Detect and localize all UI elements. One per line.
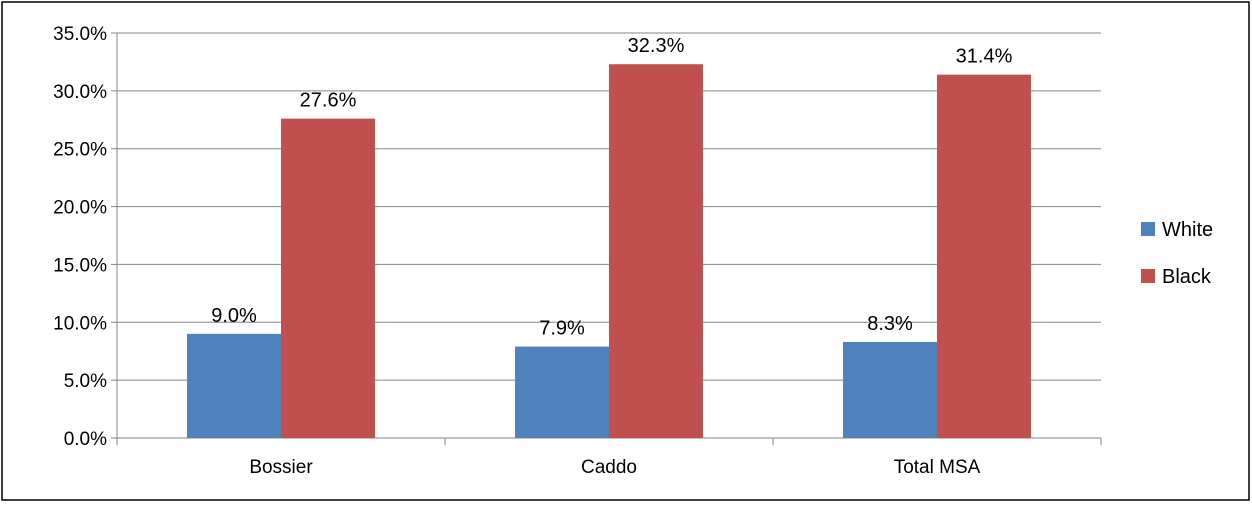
- y-axis-tick-labels: 0.0% 5.0% 10.0% 15.0% 20.0% 25.0% 30.0% 35.0%: [53, 24, 107, 450]
- x-axis-tick-labels: Bossier Caddo Total MSA: [249, 457, 980, 478]
- x-tick-label: Caddo: [581, 457, 637, 478]
- legend-label-white: White: [1162, 219, 1213, 241]
- y-tick-label: 0.0%: [64, 429, 107, 450]
- data-label: 9.0%: [211, 305, 257, 327]
- bar-white: [187, 333, 281, 438]
- y-tick-label: 10.0%: [53, 313, 107, 334]
- data-label: 8.3%: [867, 313, 913, 335]
- legend-swatch-black: [1141, 269, 1155, 283]
- bars: [187, 64, 1031, 439]
- bar-black: [609, 64, 703, 438]
- data-label: 32.3%: [628, 35, 685, 57]
- bar-white: [843, 341, 937, 438]
- legend-label-black: Black: [1162, 266, 1212, 288]
- x-tick-label: Bossier: [249, 457, 313, 478]
- y-tick-label: 30.0%: [53, 82, 107, 103]
- data-label: 7.9%: [539, 318, 585, 340]
- data-labels: 9.0% 27.6% 7.9% 32.3% 8.3% 31.4%: [211, 35, 1012, 339]
- y-tick-label: 15.0%: [53, 255, 107, 276]
- bar-black: [937, 74, 1031, 439]
- legend-swatch-white: [1141, 222, 1155, 236]
- y-tick-label: 20.0%: [53, 198, 107, 219]
- data-label: 31.4%: [956, 46, 1013, 68]
- bar-white: [515, 346, 609, 438]
- y-tick-label: 5.0%: [64, 371, 107, 392]
- legend: White Black: [1141, 219, 1213, 288]
- y-tick-label: 25.0%: [53, 140, 107, 161]
- bar-black: [281, 118, 375, 438]
- data-label: 27.6%: [300, 90, 357, 112]
- y-tick-label: 35.0%: [53, 24, 107, 45]
- x-tick-label: Total MSA: [894, 457, 981, 478]
